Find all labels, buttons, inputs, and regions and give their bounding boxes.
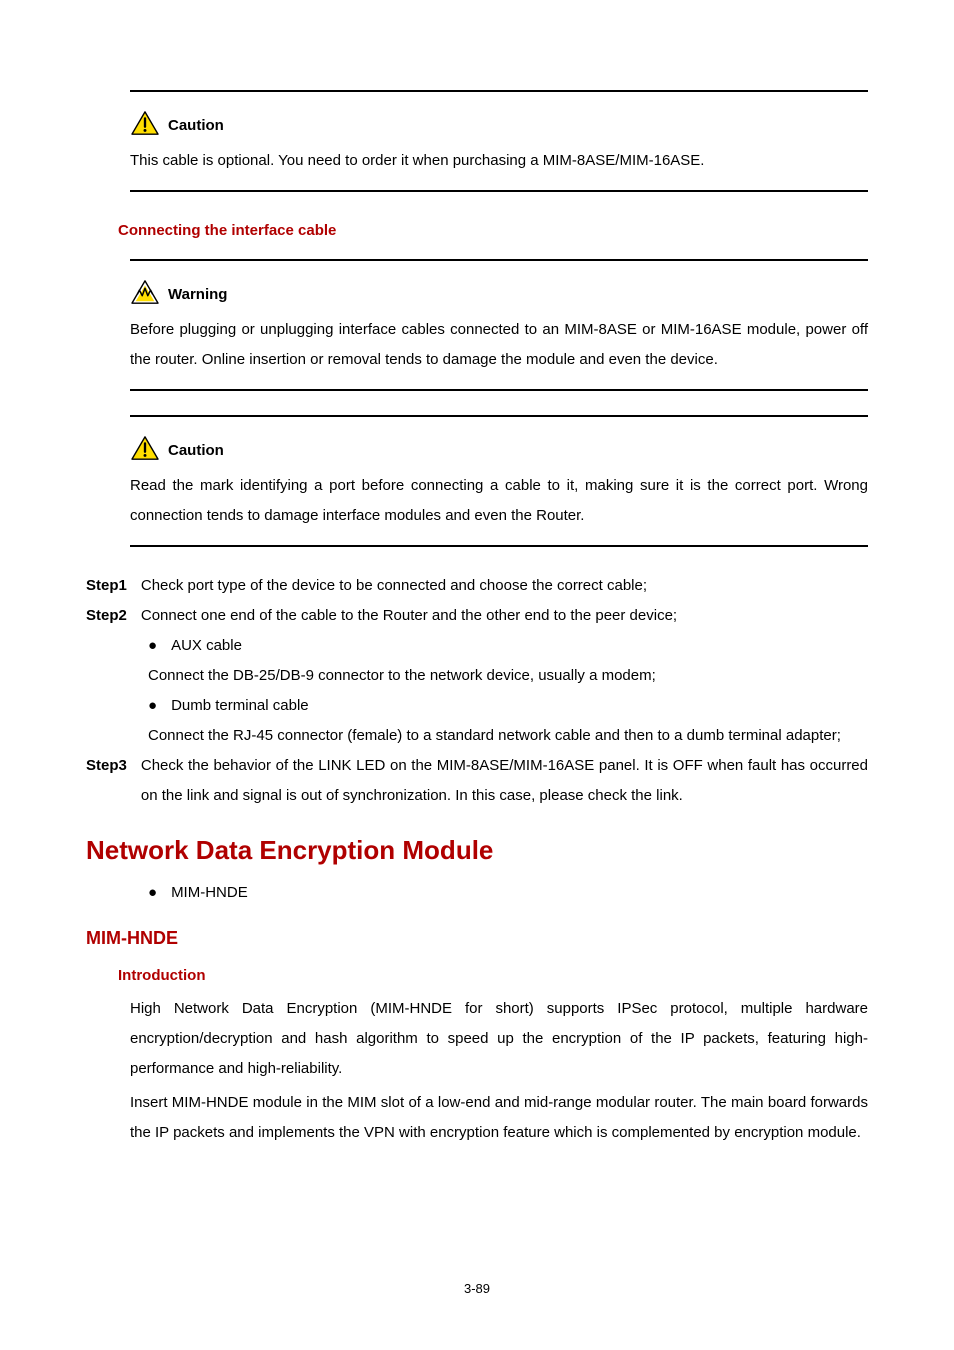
page-number: 3-89 [0, 1281, 954, 1296]
step-text: Check the behavior of the LINK LED on th… [141, 751, 868, 811]
warning-block: Warning [130, 279, 868, 305]
bullet-row: ● Dumb terminal cable [148, 691, 868, 721]
caution-text: Read the mark identifying a port before … [130, 471, 868, 531]
step-text: Check port type of the device to be conn… [141, 571, 868, 601]
warning-text: Before plugging or unplugging interface … [130, 315, 868, 375]
bullet-dot: ● [148, 631, 157, 661]
step-label: Step2 [86, 601, 127, 631]
warning-icon [130, 279, 160, 305]
subsection-heading: Connecting the interface cable [118, 222, 868, 239]
rule [130, 190, 868, 192]
bullet-row: ● AUX cable [148, 631, 868, 661]
h2-heading: MIM-HNDE [86, 928, 868, 949]
caution-block: Caution [130, 435, 868, 461]
step-row: Step1 Check port type of the device to b… [86, 571, 868, 601]
caution-icon [130, 110, 160, 136]
step-row: Step2 Connect one end of the cable to th… [86, 601, 868, 631]
rule [130, 415, 868, 417]
step-label: Step3 [86, 751, 127, 811]
caution-text: This cable is optional. You need to orde… [130, 146, 868, 176]
bullet-body: Connect the DB-25/DB-9 connector to the … [148, 661, 868, 691]
bullet-body: Connect the RJ-45 connector (female) to … [148, 721, 868, 751]
warning-label: Warning [168, 286, 227, 305]
paragraph: High Network Data Encryption (MIM-HNDE f… [130, 994, 868, 1084]
caution-block: Caution [130, 110, 868, 136]
bullet-text: MIM-HNDE [171, 878, 248, 908]
bullet-text: Dumb terminal cable [171, 691, 309, 721]
rule [130, 259, 868, 261]
bullet-text: AUX cable [171, 631, 242, 661]
step-text: Connect one end of the cable to the Rout… [141, 601, 868, 631]
subsection-heading: Introduction [118, 967, 868, 984]
h1-heading: Network Data Encryption Module [86, 835, 868, 866]
bullet-row: ● MIM-HNDE [148, 878, 868, 908]
rule [130, 90, 868, 92]
step-label: Step1 [86, 571, 127, 601]
bullet-dot: ● [148, 878, 157, 908]
step-row: Step3 Check the behavior of the LINK LED… [86, 751, 868, 811]
bullet-dot: ● [148, 691, 157, 721]
caution-icon [130, 435, 160, 461]
caution-label: Caution [168, 442, 224, 461]
paragraph: Insert MIM-HNDE module in the MIM slot o… [130, 1088, 868, 1148]
caution-label: Caution [168, 117, 224, 136]
